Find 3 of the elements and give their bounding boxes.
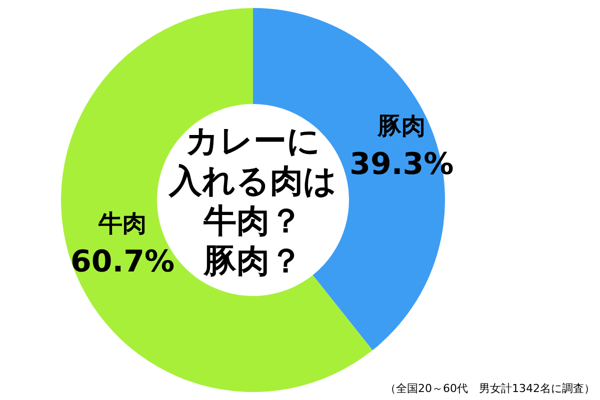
slice-label: 豚肉 [376,112,426,140]
slice-label: 牛肉 [97,210,146,238]
text: （全国20～60代 男女計1342名に調査） [385,382,595,395]
